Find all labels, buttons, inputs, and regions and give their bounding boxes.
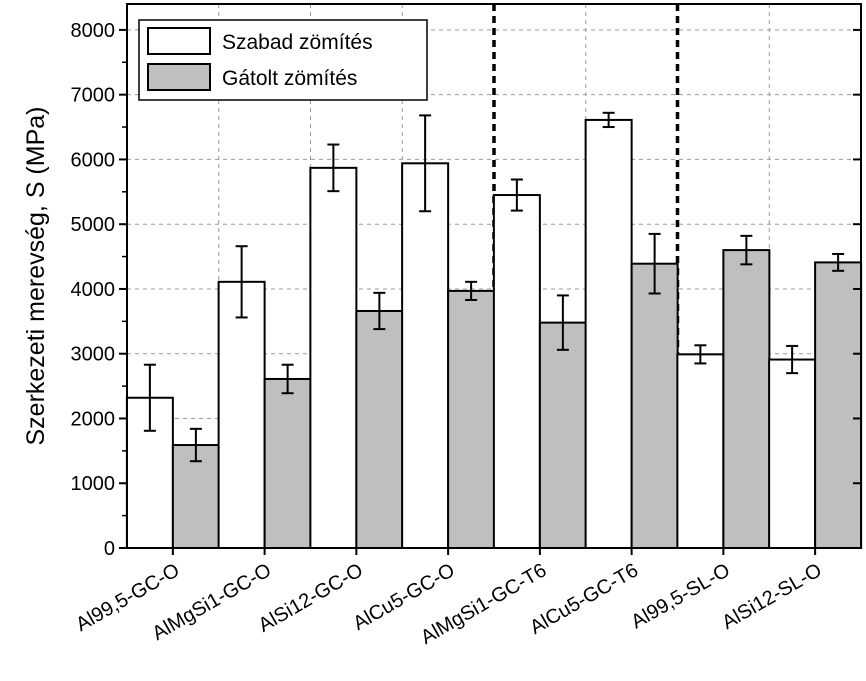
error-bar: [189, 427, 202, 463]
y-tick-label: 1000: [71, 473, 116, 495]
error-bar: [510, 178, 523, 212]
group-separators: [492, 4, 680, 548]
y-tick-label: 0: [104, 538, 115, 560]
y-tick-label: 5000: [71, 214, 116, 236]
legend-label-szabad: Szabad zömítés: [222, 31, 373, 54]
x-tick-label: AlSi12-SL-O: [718, 559, 825, 634]
error-bar: [419, 114, 432, 213]
y-axis-title: Szerkezeti merevség, S (MPa): [22, 107, 50, 446]
y-tick-label: 4000: [71, 279, 116, 301]
legend-swatch-gatolt: [147, 63, 211, 91]
error-bar: [556, 294, 569, 351]
bar-szabad-zomites: [584, 118, 633, 550]
legend-swatch-szabad: [147, 27, 211, 55]
bar-gatolt-zomites: [814, 261, 863, 549]
bar-gatolt-zomites: [355, 309, 404, 549]
bar-szabad-zomites: [676, 353, 725, 549]
error-bar: [648, 232, 661, 295]
y-tick-label: 8000: [71, 20, 116, 42]
error-bar: [786, 344, 799, 375]
bar-gatolt-zomites: [630, 262, 679, 549]
error-bars: [143, 111, 845, 463]
x-tick-labels: Al99,5-GC-OAlMgSi1-GC-OAlSi12-GC-OAlCu5-…: [72, 559, 825, 649]
bar-gatolt-zomites: [263, 377, 312, 549]
y-tick-label: 3000: [71, 344, 116, 366]
plot-frame: [126, 3, 862, 549]
error-bar: [143, 363, 156, 432]
error-bar: [740, 234, 753, 266]
y-tick-labels: 0 1000 2000 3000 4000 5000 6000 7000 8000: [71, 20, 116, 560]
bar-szabad-zomites: [217, 280, 266, 549]
error-bar: [832, 252, 845, 272]
x-tick-label: Al99,5-SL-O: [628, 559, 734, 633]
bar-gatolt-zomites: [722, 249, 771, 549]
bar-szabad-zomites: [768, 358, 817, 549]
error-bar: [235, 245, 248, 319]
bar-szabad-zomites: [492, 194, 541, 550]
bar-gatolt-zomites: [538, 321, 587, 549]
y-tick-label: 2000: [71, 408, 116, 430]
y-tick-label: 6000: [71, 149, 116, 171]
bar-gatolt-zomites: [447, 289, 496, 549]
bar-szabad-zomites: [309, 166, 358, 549]
legend: Szabad zömítés Gátolt zömítés: [138, 19, 428, 101]
error-bar: [281, 363, 294, 395]
bars: [125, 118, 863, 550]
x-tick-label: AlSi12-GC-O: [255, 559, 367, 636]
bar-szabad-zomites: [401, 162, 450, 549]
y-tick-label: 7000: [71, 85, 116, 107]
error-bar: [373, 291, 386, 331]
error-bar: [694, 344, 707, 365]
error-bar: [327, 143, 340, 193]
error-bar: [465, 280, 478, 301]
error-bar: [602, 111, 615, 129]
ticks: [119, 28, 861, 555]
legend-label-gatolt: Gátolt zömítés: [222, 67, 357, 90]
